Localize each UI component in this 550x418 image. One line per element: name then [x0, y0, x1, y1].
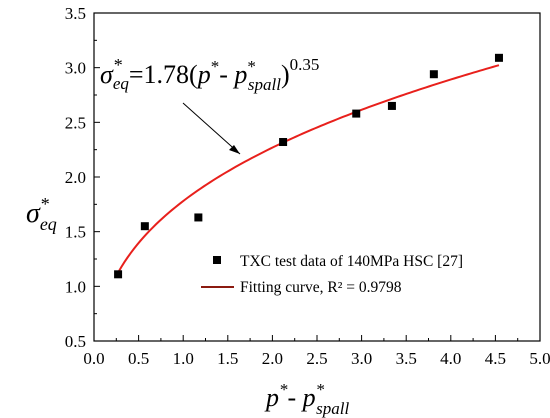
data-point [494, 53, 503, 62]
fit-curve-layer [117, 64, 500, 274]
x-tick-label: 3.0 [351, 349, 372, 368]
x-tick-label: 0.0 [83, 349, 104, 368]
data-point [429, 70, 438, 79]
y-tick-label: 2.5 [65, 113, 86, 132]
legend-marker-points [213, 256, 221, 264]
x-tick-label: 4.0 [440, 349, 461, 368]
y-tick-label: 2.0 [65, 168, 86, 187]
y-tick-label: 3.0 [65, 59, 86, 78]
data-point [114, 270, 123, 279]
y-tick-label: 3.5 [65, 4, 86, 23]
x-tick-label: 2.5 [306, 349, 327, 368]
y-axis-label: σ* eq [26, 194, 57, 234]
y-tick-label: 1.5 [65, 223, 86, 242]
x-tick-label: 5.0 [529, 349, 550, 368]
x-tick-label: 0.5 [128, 349, 149, 368]
y-tick-label: 1.0 [65, 277, 86, 296]
fit-equation-annotation: σ* eq=1.78(p*- p* spall)0.35 [100, 55, 319, 94]
legend: TXC test data of 140MPa HSC [27] Fitting… [201, 253, 463, 296]
data-point [352, 109, 361, 118]
annotation-arrow [182, 102, 241, 155]
data-points-layer [114, 53, 503, 279]
y-axis-ticks: 0.5 1.0 1.5 2.0 2.5 3.0 3.5 [65, 4, 100, 351]
x-axis-ticks: 0.0 0.5 1.0 1.5 2.0 2.5 3.0 3.5 4.0 4.5 5.0 [83, 335, 550, 368]
legend-label-curve: Fitting curve, R² = 0.9798 [240, 279, 402, 296]
x-tick-label: 1.0 [173, 349, 194, 368]
x-tick-label: 3.5 [396, 349, 417, 368]
x-tick-label: 2.0 [262, 349, 283, 368]
fit-curve [117, 64, 500, 274]
x-axis-label: p*- p* spall [264, 380, 350, 418]
legend-label-points: TXC test data of 140MPa HSC [27] [240, 253, 463, 270]
data-point [194, 213, 203, 222]
data-point [387, 101, 396, 110]
y-tick-label: 0.5 [65, 332, 86, 351]
data-point [140, 222, 149, 231]
x-tick-label: 4.5 [485, 349, 506, 368]
x-tick-label: 1.5 [217, 349, 238, 368]
data-point [279, 138, 288, 147]
